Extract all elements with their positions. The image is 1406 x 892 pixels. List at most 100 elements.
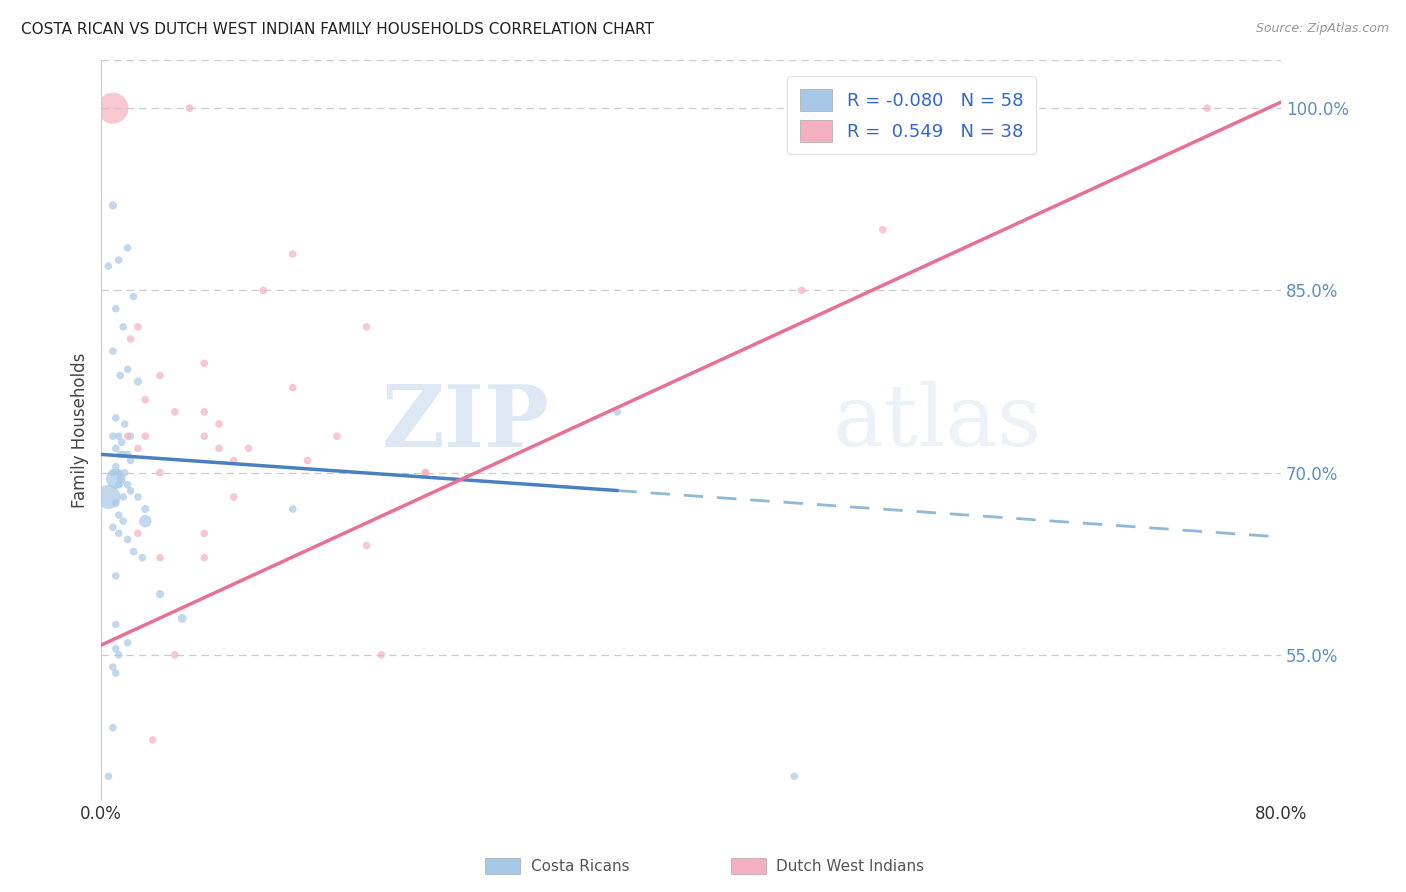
- Point: [117, 477, 139, 491]
- Point: [193, 550, 215, 565]
- Point: [97, 490, 120, 504]
- Point: [193, 405, 215, 419]
- Point: [134, 392, 156, 407]
- Point: [356, 319, 378, 334]
- Point: [120, 429, 142, 443]
- Point: [112, 447, 135, 461]
- Point: [281, 502, 304, 516]
- Point: [101, 344, 124, 359]
- Point: [120, 453, 142, 467]
- Point: [370, 648, 392, 662]
- Point: [122, 544, 145, 558]
- Text: COSTA RICAN VS DUTCH WEST INDIAN FAMILY HOUSEHOLDS CORRELATION CHART: COSTA RICAN VS DUTCH WEST INDIAN FAMILY …: [21, 22, 654, 37]
- Point: [356, 539, 378, 553]
- Point: [110, 447, 132, 461]
- Point: [104, 641, 127, 656]
- Point: [163, 405, 186, 419]
- Point: [120, 483, 142, 498]
- Point: [222, 490, 245, 504]
- Point: [101, 198, 124, 212]
- Point: [193, 356, 215, 370]
- Point: [281, 381, 304, 395]
- Point: [104, 442, 127, 456]
- Point: [97, 259, 120, 273]
- Point: [790, 284, 813, 298]
- Point: [193, 429, 215, 443]
- Point: [104, 569, 127, 583]
- Point: [134, 429, 156, 443]
- Point: [179, 101, 201, 115]
- Point: [415, 466, 437, 480]
- Point: [101, 721, 124, 735]
- Point: [112, 319, 135, 334]
- Text: Source: ZipAtlas.com: Source: ZipAtlas.com: [1256, 22, 1389, 36]
- Point: [104, 411, 127, 425]
- Point: [101, 429, 124, 443]
- Point: [131, 550, 153, 565]
- Point: [107, 253, 129, 268]
- Point: [117, 429, 139, 443]
- Point: [107, 466, 129, 480]
- Point: [117, 533, 139, 547]
- Point: [104, 666, 127, 681]
- Point: [101, 466, 124, 480]
- Point: [134, 514, 156, 528]
- Point: [104, 617, 127, 632]
- Point: [326, 429, 349, 443]
- Point: [127, 490, 149, 504]
- Point: [111, 435, 134, 450]
- Point: [149, 587, 172, 601]
- Point: [107, 648, 129, 662]
- Point: [107, 508, 129, 523]
- Point: [112, 490, 135, 504]
- Point: [107, 477, 129, 491]
- Point: [101, 660, 124, 674]
- Point: [252, 284, 274, 298]
- Point: [104, 301, 127, 316]
- Point: [127, 442, 149, 456]
- Text: Costa Ricans: Costa Ricans: [531, 859, 630, 873]
- Point: [134, 502, 156, 516]
- Point: [163, 648, 186, 662]
- Point: [208, 417, 231, 431]
- Point: [872, 222, 894, 236]
- Text: ZIP: ZIP: [381, 381, 550, 465]
- Point: [110, 472, 132, 486]
- Point: [193, 526, 215, 541]
- Point: [238, 442, 260, 456]
- Point: [149, 368, 172, 383]
- Point: [208, 442, 231, 456]
- Point: [117, 636, 139, 650]
- Point: [172, 611, 194, 625]
- Point: [127, 526, 149, 541]
- Text: Dutch West Indians: Dutch West Indians: [776, 859, 924, 873]
- Point: [149, 550, 172, 565]
- Point: [117, 447, 139, 461]
- Point: [104, 459, 127, 474]
- Point: [107, 526, 129, 541]
- Point: [101, 520, 124, 534]
- Point: [606, 405, 628, 419]
- Point: [127, 375, 149, 389]
- Point: [142, 732, 165, 747]
- Point: [149, 466, 172, 480]
- Point: [127, 319, 149, 334]
- Point: [104, 496, 127, 510]
- Point: [104, 472, 127, 486]
- Point: [120, 332, 142, 346]
- Point: [783, 769, 806, 783]
- Point: [114, 466, 136, 480]
- Point: [110, 368, 132, 383]
- Point: [222, 453, 245, 467]
- Point: [97, 769, 120, 783]
- Point: [114, 417, 136, 431]
- Legend: R = -0.080   N = 58, R =  0.549   N = 38: R = -0.080 N = 58, R = 0.549 N = 38: [787, 76, 1036, 154]
- Point: [107, 429, 129, 443]
- Point: [297, 453, 319, 467]
- Point: [281, 247, 304, 261]
- Point: [415, 466, 437, 480]
- Point: [122, 289, 145, 303]
- Point: [112, 514, 135, 528]
- Text: atlas: atlas: [832, 381, 1042, 464]
- Point: [101, 101, 124, 115]
